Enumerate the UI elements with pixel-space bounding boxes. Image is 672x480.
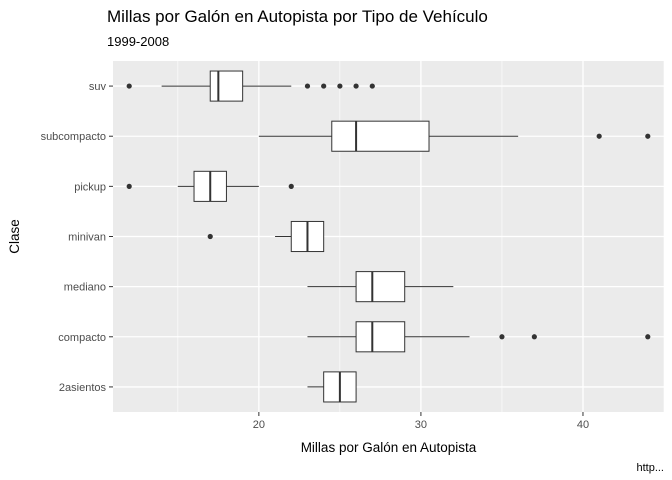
y-tick-label: minivan: [68, 232, 106, 244]
x-tick-label: 30: [415, 419, 427, 431]
iqr-box: [209, 70, 244, 102]
outlier-point: [369, 83, 375, 89]
outlier-point: [337, 83, 343, 89]
y-tick-labels: suv subcompacto pickup minivan mediano compac…: [41, 81, 113, 394]
x-tick-labels: 20 30 40: [253, 412, 589, 431]
box-compacto: [307, 321, 651, 353]
y-tick-label: subcompacto: [41, 131, 106, 143]
outlier-point: [596, 133, 602, 139]
outlier-point: [321, 83, 327, 89]
box-mediano: [307, 271, 454, 303]
x-axis-label: Millas por Galón en Autopista: [301, 440, 477, 455]
box-minivan: [207, 220, 325, 253]
y-tick-label: mediano: [64, 282, 106, 294]
chart-caption: http...: [636, 462, 664, 474]
outlier-point: [531, 334, 537, 340]
outlier-point: [499, 334, 505, 340]
y-tick-label: suv: [89, 81, 107, 93]
y-tick-label: 2asientos: [59, 382, 107, 394]
outlier-point: [288, 183, 294, 189]
iqr-box: [331, 120, 430, 152]
outlier-point: [126, 183, 132, 189]
outlier-point: [207, 233, 213, 240]
iqr-box: [355, 321, 406, 353]
y-tick-label: compacto: [58, 332, 106, 344]
outlier-point: [304, 83, 311, 89]
chart-title: Millas por Galón en Autopista por Tipo d…: [107, 7, 488, 26]
box-suv: [126, 70, 375, 102]
outlier-point: [126, 83, 132, 89]
y-tick-label: pickup: [74, 181, 106, 193]
x-tick-label: 40: [577, 419, 589, 431]
boxes-layer: [126, 70, 651, 403]
y-axis-label: Clase: [7, 219, 22, 254]
outlier-point: [353, 83, 359, 89]
x-tick-label: 20: [253, 419, 265, 431]
box-2asientos: [307, 371, 357, 403]
outlier-point: [645, 133, 651, 139]
box-subcompacto: [258, 120, 651, 152]
chart-subtitle: 1999-2008: [107, 34, 169, 49]
iqr-box: [355, 271, 406, 303]
outlier-point: [645, 334, 651, 340]
box-pickup: [126, 170, 294, 202]
